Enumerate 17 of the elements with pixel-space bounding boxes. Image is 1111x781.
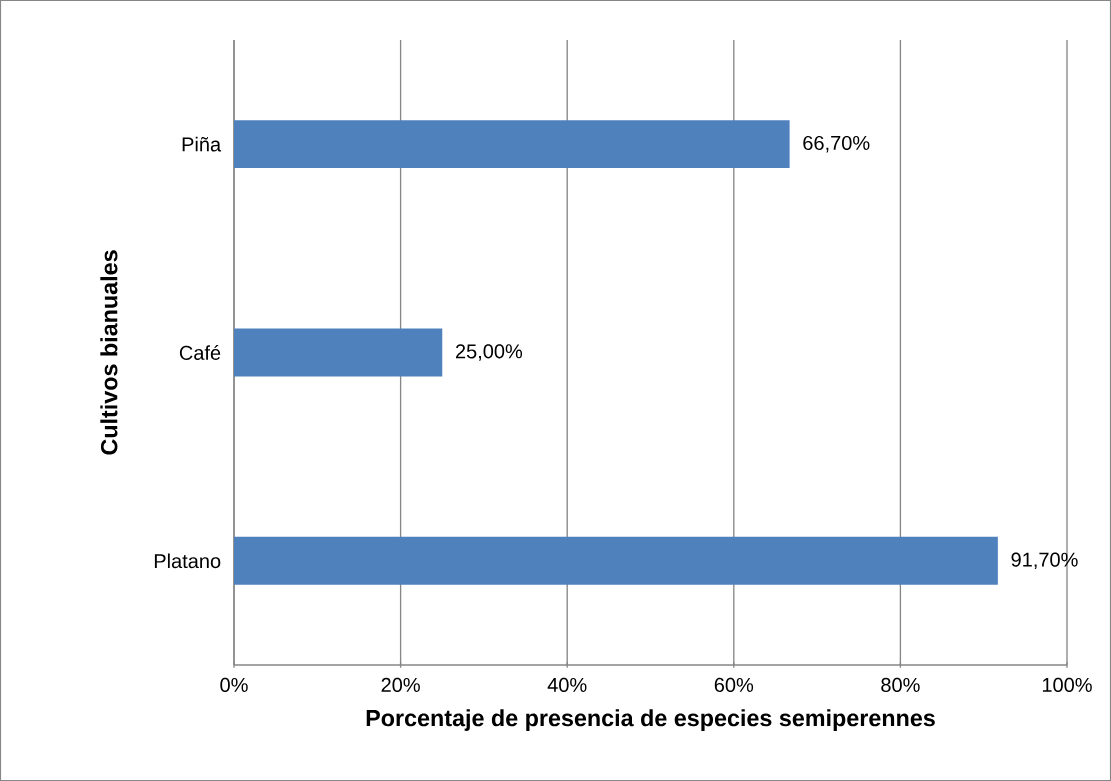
x-axis-title: Porcentaje de presencia de especies semiperennes xyxy=(366,709,935,731)
bar xyxy=(234,536,998,585)
x-tick-label: 80% xyxy=(881,677,920,693)
data-label: 66,70% xyxy=(803,135,870,153)
y-axis-title: Cultivos bianuales xyxy=(100,250,118,455)
y-tick-label: Café xyxy=(179,345,221,360)
y-tick-label: Piña xyxy=(182,136,222,152)
x-tick-label: 60% xyxy=(714,677,754,693)
data-label: 25,00% xyxy=(455,344,523,361)
data-label: 91,70% xyxy=(1011,552,1078,570)
bar xyxy=(234,328,443,377)
bar xyxy=(234,120,790,169)
x-tick-label: 20% xyxy=(381,677,420,693)
x-tick-label: 40% xyxy=(547,677,587,693)
x-tick-label: 100% xyxy=(1042,677,1092,693)
x-tick-label: 0% xyxy=(220,677,248,693)
y-tick-label: Platano xyxy=(154,553,221,569)
